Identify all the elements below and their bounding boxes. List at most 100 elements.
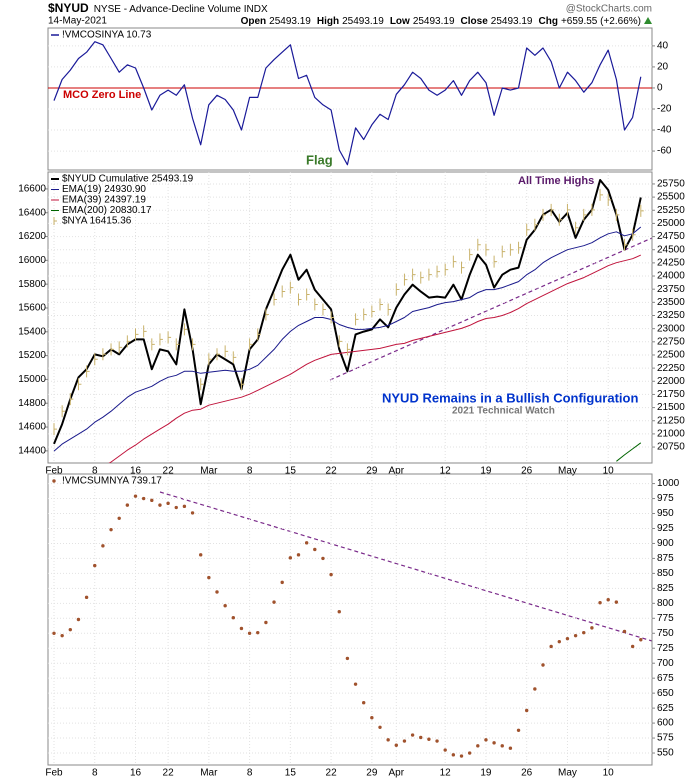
x-tick-label: 22 — [163, 768, 175, 779]
dot — [565, 636, 570, 641]
dot — [296, 553, 301, 557]
price-bar — [281, 285, 286, 298]
dot — [174, 505, 178, 510]
price-bar — [477, 238, 481, 251]
dot — [190, 511, 195, 515]
y-tick-label: 40 — [657, 41, 669, 52]
dot — [427, 737, 431, 741]
price-bar — [265, 308, 269, 321]
y-tick-label: 23750 — [657, 284, 685, 295]
dot — [508, 746, 513, 750]
dot — [256, 630, 260, 635]
dot — [516, 728, 521, 732]
dot — [313, 547, 317, 552]
price-bar — [192, 338, 196, 351]
dot — [231, 616, 235, 620]
dot — [215, 590, 219, 594]
quote-label: Close — [461, 16, 489, 27]
y-tick-label: 15600 — [18, 303, 46, 314]
legend-label: EMA(39) 24397.19 — [62, 195, 146, 206]
price-bar — [175, 338, 180, 351]
dot — [451, 753, 456, 757]
dot — [247, 631, 252, 635]
x-tick-label: 10 — [603, 768, 615, 779]
y-tick-label: 25000 — [657, 218, 685, 229]
dot — [182, 504, 187, 509]
dot — [622, 629, 627, 634]
dot — [93, 563, 97, 568]
y-tick-label: 850 — [657, 568, 674, 579]
series-line — [53, 41, 642, 166]
price-bar — [135, 328, 139, 341]
dot — [362, 701, 366, 705]
y-tick-label: 625 — [657, 703, 674, 714]
dot — [394, 743, 398, 747]
x-tick-label: May — [558, 466, 577, 477]
price-bar — [566, 203, 571, 216]
description: NYSE - Advance-Decline Volume INDX — [94, 4, 268, 15]
price-bar — [86, 365, 90, 378]
dot — [386, 738, 390, 742]
y-tick-label: 23000 — [657, 323, 685, 334]
annotation: NYUD Remains in a Bullish Configuration — [382, 390, 638, 405]
y-tick-label: 825 — [657, 583, 674, 594]
y-tick-label: 700 — [657, 658, 674, 669]
y-tick-label: 24500 — [657, 244, 685, 255]
y-tick-label: 22000 — [657, 376, 685, 387]
price-bar — [69, 393, 74, 406]
price-bar — [208, 353, 212, 366]
y-tick-label: 23250 — [657, 310, 685, 321]
dot — [109, 527, 113, 532]
dot — [476, 744, 480, 748]
y-tick-label: 20 — [657, 62, 669, 73]
x-tick-label: 16 — [130, 768, 142, 779]
up-arrow — [644, 17, 652, 24]
y-tick-label: 20750 — [657, 442, 685, 453]
dot — [68, 627, 73, 632]
price-bar — [583, 208, 587, 221]
y-tick-label: 650 — [657, 688, 674, 699]
price-bar — [436, 265, 441, 278]
dot — [590, 626, 594, 630]
price-bar — [624, 238, 628, 251]
x-tick-label: 22 — [326, 466, 338, 477]
price-bar — [412, 268, 416, 281]
y-tick-label: 15200 — [18, 350, 46, 361]
price-bar — [159, 333, 163, 346]
y-tick-label: -20 — [657, 104, 672, 115]
price-bar — [379, 298, 383, 311]
dot — [484, 738, 488, 742]
x-tick-label: 15 — [285, 768, 297, 779]
dot — [492, 741, 496, 745]
x-tick-label: 12 — [440, 768, 452, 779]
x-tick-label: 8 — [247, 768, 253, 779]
dot — [84, 595, 89, 600]
y-tick-label: 14800 — [18, 398, 46, 409]
price-bar — [200, 378, 204, 391]
price-bar — [183, 323, 188, 336]
x-tick-label: Apr — [389, 768, 405, 779]
price-bar — [403, 273, 408, 286]
legend-label: !VMCSUMNYA 739.17 — [62, 476, 162, 487]
annotation: Flag — [306, 152, 333, 167]
y-tick-label: 0 — [657, 83, 663, 94]
price-bar — [444, 263, 449, 276]
price-bar — [640, 204, 644, 217]
price-bar — [615, 208, 620, 221]
y-tick-label: 25250 — [657, 205, 685, 216]
annotation: 2021 Technical Watch — [452, 406, 555, 417]
dot — [125, 503, 130, 507]
price-bar — [298, 293, 302, 306]
y-tick-label: 21750 — [657, 389, 685, 400]
y-tick-label: 800 — [657, 598, 674, 609]
y-tick-label: 900 — [657, 538, 674, 549]
price-bar — [273, 293, 278, 306]
y-tick-label: 24000 — [657, 271, 685, 282]
price-bar — [77, 378, 82, 391]
dot — [166, 501, 170, 506]
price-bar — [240, 378, 245, 391]
quote-value: 25493.19 — [413, 16, 455, 27]
x-tick-label: 26 — [521, 768, 533, 779]
y-tick-label: 22250 — [657, 363, 685, 374]
